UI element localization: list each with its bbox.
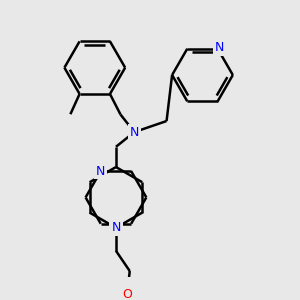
Text: N: N <box>96 165 106 178</box>
Text: N: N <box>215 41 224 54</box>
Text: O: O <box>122 289 132 300</box>
Text: N: N <box>130 126 139 139</box>
Text: N: N <box>111 221 121 234</box>
